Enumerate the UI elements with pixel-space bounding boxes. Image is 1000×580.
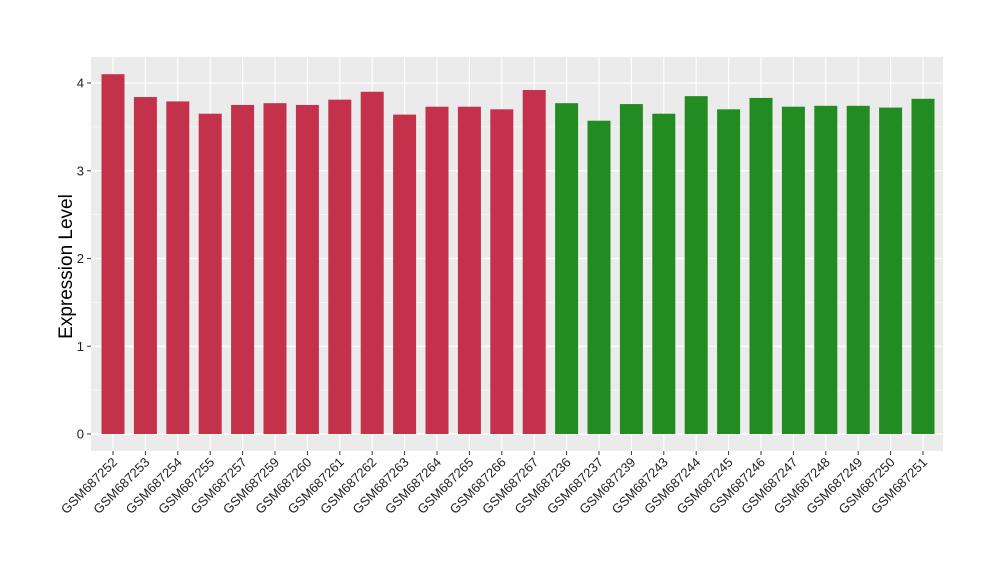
bar-GSM687244 bbox=[684, 96, 708, 434]
bar-GSM687236 bbox=[555, 103, 579, 435]
bar-GSM687248 bbox=[814, 105, 838, 434]
y-axis-title: Expression Level bbox=[56, 194, 77, 339]
bar-GSM687263 bbox=[393, 114, 417, 434]
y-tick-label: 1 bbox=[77, 339, 84, 354]
bar-GSM687259 bbox=[263, 103, 287, 435]
bar-GSM687246 bbox=[749, 97, 773, 434]
y-tick-label: 3 bbox=[77, 163, 84, 178]
y-tick-label: 2 bbox=[77, 251, 84, 266]
bar-GSM687239 bbox=[619, 104, 643, 434]
bar-GSM687251 bbox=[911, 98, 935, 435]
bar-GSM687257 bbox=[231, 104, 255, 434]
bar-GSM687264 bbox=[425, 106, 449, 434]
bar-GSM687267 bbox=[522, 90, 546, 435]
x-axis: GSM687252GSM687253GSM687254GSM687255GSM6… bbox=[58, 451, 930, 517]
bar-GSM687252 bbox=[101, 74, 125, 434]
bar-GSM687266 bbox=[490, 109, 514, 434]
bar-GSM687253 bbox=[133, 97, 157, 434]
bar-GSM687245 bbox=[717, 109, 741, 434]
bar-GSM687247 bbox=[781, 106, 805, 434]
bar-GSM687265 bbox=[457, 106, 481, 434]
bar-GSM687243 bbox=[652, 113, 676, 435]
y-tick-label: 4 bbox=[77, 76, 84, 91]
bar-GSM687254 bbox=[166, 101, 190, 435]
bar-GSM687255 bbox=[198, 113, 222, 435]
bar-GSM687249 bbox=[846, 105, 870, 434]
bars bbox=[101, 74, 935, 435]
bar-GSM687261 bbox=[328, 99, 352, 435]
bar-GSM687250 bbox=[879, 107, 903, 434]
bar-GSM687237 bbox=[587, 120, 611, 435]
bar-GSM687260 bbox=[295, 104, 319, 434]
y-axis: 0 1 2 3 4 bbox=[77, 76, 91, 442]
y-tick-label: 0 bbox=[77, 427, 84, 442]
bar-GSM687262 bbox=[360, 91, 384, 435]
